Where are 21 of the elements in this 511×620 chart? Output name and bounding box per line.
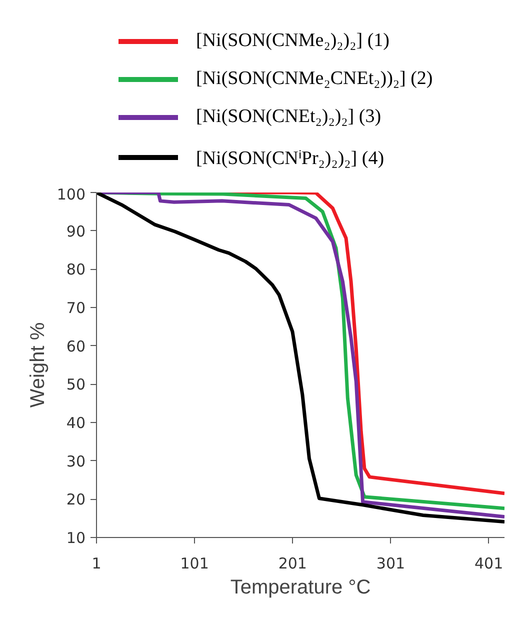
x-tick-label: 1 xyxy=(92,554,102,572)
x-axis-title: Temperature °C xyxy=(230,576,371,598)
y-tick-label: 60 xyxy=(66,337,86,356)
y-tick-label: 30 xyxy=(66,452,86,470)
x-tick-label: 301 xyxy=(376,554,406,572)
legend-label: [Ni(SON(CNMe₂)₂)₂] (1) xyxy=(196,30,390,52)
y-tick-label: 50 xyxy=(66,376,86,394)
x-tick-label: 201 xyxy=(278,554,307,572)
legend-label: [Ni(SON(CNMe₂CNEt₂))₂] (2) xyxy=(196,68,433,90)
y-tick-label: 70 xyxy=(66,299,86,317)
y-tick-label: 40 xyxy=(66,414,86,432)
legend-label: [Ni(SON(CNEt₂)₂)₂] (3) xyxy=(196,106,382,128)
x-tick-label: 401 xyxy=(474,554,504,572)
y-tick-label: 20 xyxy=(66,490,86,509)
y-tick-label: 90 xyxy=(66,222,86,240)
y-tick-label: 10 xyxy=(66,529,86,547)
y-tick-label: 80 xyxy=(66,260,86,279)
legend-label: [Ni(SON(CNⁱPr₂)₂)₂] (4) xyxy=(196,147,384,170)
y-axis-title: Weight % xyxy=(26,322,49,408)
x-tick-label: 101 xyxy=(180,554,209,572)
y-tick-label: 100 xyxy=(56,186,86,204)
